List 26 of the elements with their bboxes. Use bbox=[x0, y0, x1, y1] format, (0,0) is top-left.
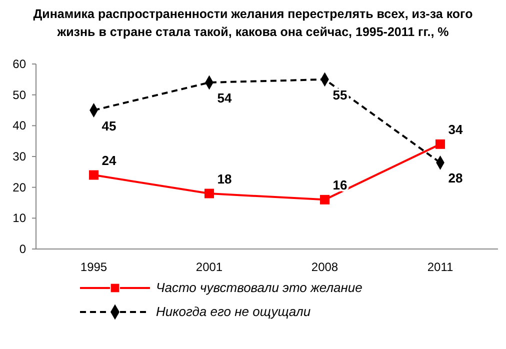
x-tick-label: 2001 bbox=[196, 260, 223, 274]
x-tick-label: 1995 bbox=[80, 260, 108, 274]
data-label: 54 bbox=[217, 90, 232, 106]
data-label: 34 bbox=[448, 122, 464, 138]
point bbox=[436, 139, 445, 149]
data-label: 24 bbox=[102, 153, 117, 168]
legend-label: Часто чувствовали это желание bbox=[156, 280, 362, 295]
x-tick-label: 2011 bbox=[427, 260, 454, 274]
data-label: 28 bbox=[448, 170, 463, 186]
point bbox=[320, 194, 330, 204]
chart-title: Динамика распространенности желания перестрелять всех, из-за кого жизнь в стране стала такой, какова она сейчас, 1995-2011 гг., % bbox=[33, 7, 474, 39]
y-tick-label: 20 bbox=[12, 180, 26, 194]
y-tick-label: 50 bbox=[12, 88, 26, 102]
y-tick-label: 40 bbox=[12, 118, 26, 133]
data-label: 55 bbox=[332, 87, 348, 102]
data-label: 16 bbox=[332, 178, 348, 193]
y-tick-label: 0 bbox=[19, 242, 26, 256]
legend-label: Никогда его не ощущали bbox=[156, 304, 311, 319]
y-tick-label: 10 bbox=[12, 211, 26, 226]
y-tick-label: 30 bbox=[12, 150, 26, 164]
x-tick-label: 2008 bbox=[311, 260, 338, 274]
data-label: 45 bbox=[102, 118, 116, 134]
y-tick-label: 60 bbox=[12, 57, 26, 71]
point bbox=[89, 170, 98, 180]
data-label: 18 bbox=[217, 172, 232, 186]
point bbox=[204, 188, 214, 198]
